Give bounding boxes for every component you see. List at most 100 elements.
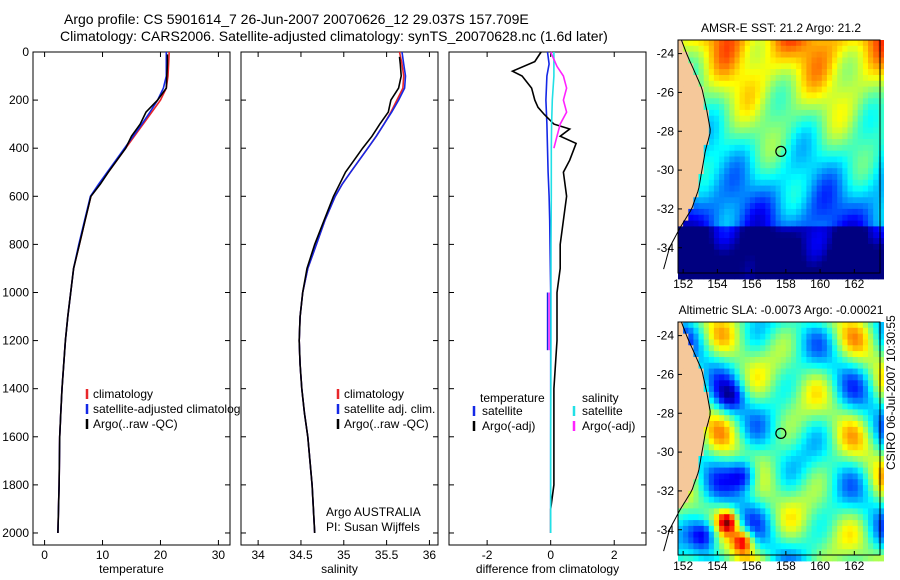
sst-map-land-cell xyxy=(698,127,705,134)
sst-map-data-cell xyxy=(729,115,736,123)
sla-map-data-cell xyxy=(816,386,823,393)
sla-map-data-cell xyxy=(806,479,813,486)
sst-map-land-cell xyxy=(693,109,700,117)
sla-map-data-cell xyxy=(739,450,746,457)
sst-map-data-cell xyxy=(765,226,771,233)
sst-map-data-cell xyxy=(698,220,705,227)
sla-map-data-cell xyxy=(842,357,848,364)
sla-map-data-cell xyxy=(868,525,874,533)
sst-map-data-cell xyxy=(832,174,838,181)
sla-map-data-cell xyxy=(780,333,787,341)
sst-map-data-cell xyxy=(785,144,792,152)
sla-map-data-cell xyxy=(842,327,848,335)
sst-map-data-cell xyxy=(739,40,746,47)
sst-map-data-cell xyxy=(765,156,771,163)
sla-map-land-cell xyxy=(683,357,689,364)
sst-map-data-cell xyxy=(744,127,751,134)
sst-map-data-cell xyxy=(801,191,807,198)
sla-map-data-cell xyxy=(765,362,771,370)
sla-map-data-cell xyxy=(724,403,730,410)
sst-map-data-cell xyxy=(791,238,797,245)
sst-map-data-cell xyxy=(744,261,751,268)
sla-map-data-cell xyxy=(749,403,756,410)
sla-map-data-cell xyxy=(703,461,710,469)
sst-map-data-cell xyxy=(775,208,782,216)
sst-map-data-cell xyxy=(842,133,848,140)
sla-map-data-cell xyxy=(811,426,818,434)
sla-map-data-cell xyxy=(693,490,700,498)
sla-map-data-cell xyxy=(826,368,833,375)
sst-map-data-cell xyxy=(724,197,730,204)
sst-map-data-cell xyxy=(842,45,848,53)
sla-map-data-cell xyxy=(698,508,705,515)
sst-map-data-cell xyxy=(842,220,848,227)
sst-map-data-cell xyxy=(724,208,730,216)
sst-map-land-cell xyxy=(688,86,694,93)
sst-map-data-cell xyxy=(678,273,684,280)
sla-map-data-cell xyxy=(868,543,874,550)
sla-map-data-cell xyxy=(847,421,854,428)
sst-map-data-cell xyxy=(796,63,802,70)
sla-map-data-cell xyxy=(729,496,736,504)
sla-map-data-cell xyxy=(868,444,874,451)
sla-map-data-cell xyxy=(729,357,736,364)
sla-map-data-cell xyxy=(719,327,725,335)
sst-map-ytick-label: -28 xyxy=(657,124,675,138)
sla-map-data-cell xyxy=(811,339,818,346)
sla-map-data-cell xyxy=(703,490,710,498)
sst-map-data-cell xyxy=(734,133,741,140)
sla-map-data-cell xyxy=(693,549,700,556)
sst-map-data-cell xyxy=(837,127,843,134)
sla-map-data-cell xyxy=(760,485,766,492)
sla-map-data-cell xyxy=(806,357,813,364)
sst-map-data-cell xyxy=(868,168,874,175)
sla-map-data-cell xyxy=(755,555,761,562)
sst-map-data-cell xyxy=(821,208,828,216)
sst-map-xtick-label: 158 xyxy=(776,277,796,291)
sla-map-data-cell xyxy=(698,357,705,364)
sst-map-data-cell xyxy=(796,133,802,140)
sla-map-data-cell xyxy=(806,322,813,329)
sla-map-data-cell xyxy=(688,333,694,341)
sst-map-data-cell xyxy=(832,249,838,257)
sla-map-data-cell xyxy=(708,450,715,457)
sla-map-data-cell xyxy=(683,508,689,515)
sla-map-data-cell xyxy=(821,502,828,509)
sst-map-data-cell xyxy=(791,40,797,47)
sla-map-data-cell xyxy=(816,432,823,440)
sla-map-data-cell xyxy=(816,520,823,527)
sst-map-land-cell xyxy=(678,179,684,187)
sst-map-data-cell xyxy=(873,232,879,239)
sla-map-land-cell xyxy=(693,415,700,422)
sst-map-data-cell xyxy=(791,156,797,163)
sst-map-data-cell xyxy=(837,226,843,233)
sst-map-data-cell xyxy=(791,273,797,280)
sla-map-data-cell xyxy=(821,409,828,416)
sla-map-data-cell xyxy=(719,357,725,364)
sla-map-data-cell xyxy=(821,327,828,335)
sla-map-data-cell xyxy=(811,508,818,515)
sst-map-data-cell xyxy=(862,133,869,140)
sst-map-data-cell xyxy=(765,69,771,76)
sla-map-data-cell xyxy=(770,374,777,381)
temperature-profile-ytick-label: 800 xyxy=(9,237,29,251)
sst-map-data-cell xyxy=(765,98,771,105)
sla-map-data-cell xyxy=(785,485,792,492)
sla-map-data-cell xyxy=(791,339,797,346)
sla-map-data-cell xyxy=(775,339,782,346)
sst-map-data-cell xyxy=(708,191,715,198)
sst-map-data-cell xyxy=(708,86,715,93)
sst-map-data-cell xyxy=(852,51,859,59)
sla-map-land-cell xyxy=(678,397,684,405)
sst-map-data-cell xyxy=(708,45,715,53)
sst-map-data-cell xyxy=(703,80,710,88)
sst-map-data-cell xyxy=(873,249,879,257)
sst-map-data-cell xyxy=(713,98,720,105)
sla-map-data-cell xyxy=(739,508,746,515)
sst-map-data-cell xyxy=(775,109,782,117)
sst-map-data-cell xyxy=(837,98,843,105)
sla-map-data-cell xyxy=(826,426,833,434)
sla-map-data-cell xyxy=(801,531,807,539)
sla-map-data-cell xyxy=(791,426,797,434)
sla-map-land-cell xyxy=(693,467,700,474)
